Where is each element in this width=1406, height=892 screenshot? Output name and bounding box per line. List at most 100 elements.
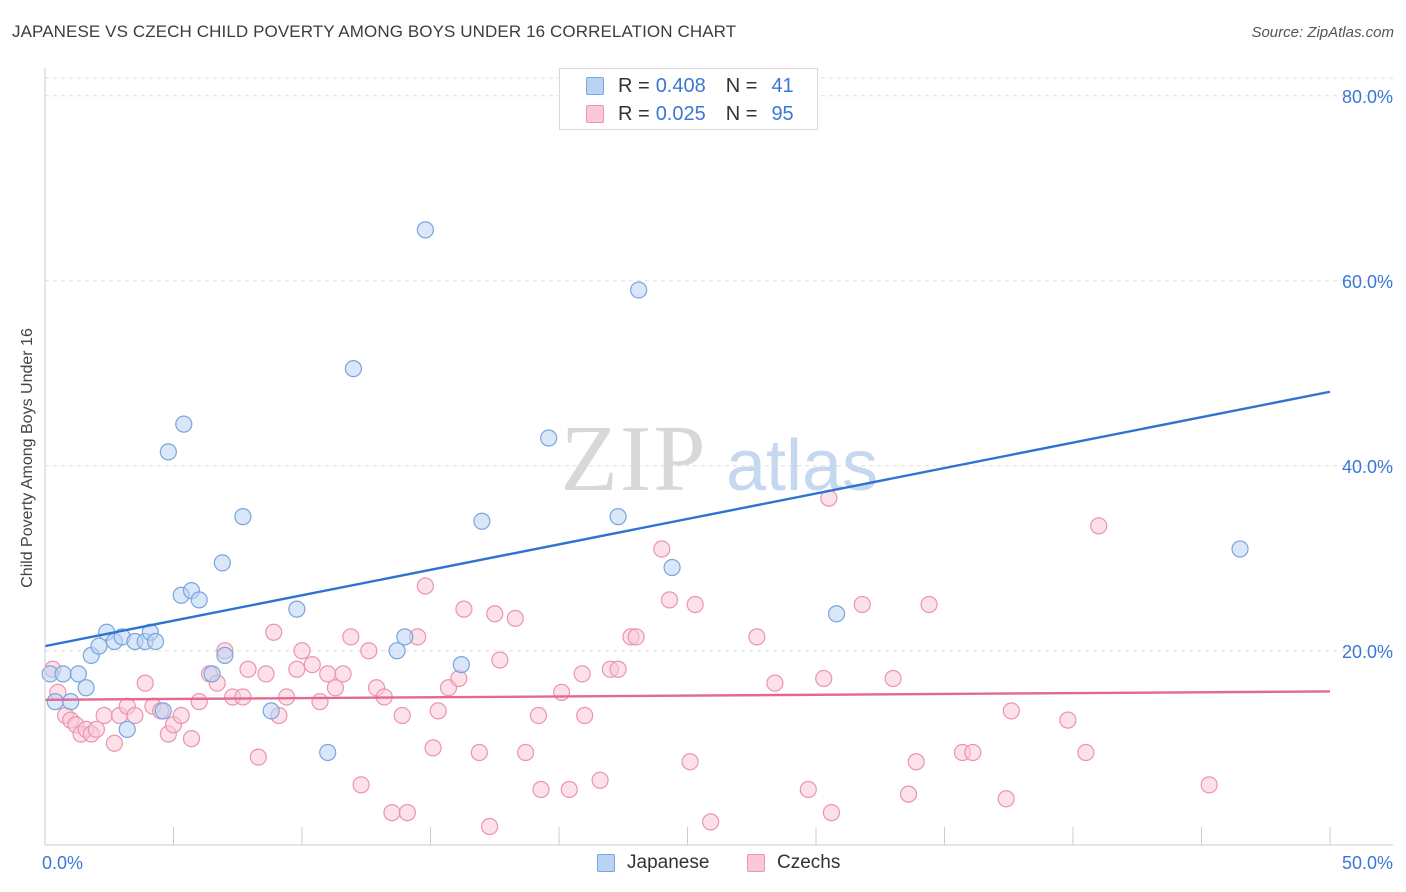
japanese-point [118,720,136,738]
x-tick-label: 50.0% [1342,853,1393,873]
japanese-point [609,508,627,526]
japanese-swatch [597,854,615,872]
legend-item-japanese[interactable]: Japanese [597,852,709,874]
source-label: Source: ZipAtlas.com [1251,24,1394,41]
czech-point [182,730,201,748]
czech-point [303,656,321,674]
czech-point [822,804,841,822]
czech-point [799,780,817,799]
czech-point [352,776,370,794]
czech-point [766,674,784,692]
czech-point [702,813,720,831]
czech-point [398,804,416,822]
japanese-point [154,702,172,720]
czech-point [424,739,442,757]
correlation-legend: R = 0.408 N = 41 R = 0.025 N = 95 [559,68,818,130]
legend-n-label: N = [725,74,758,97]
czech-point [1200,776,1218,794]
czech-point [105,734,123,752]
czech-point [576,706,594,725]
japanese-point [54,665,72,683]
czech-point [383,804,401,822]
japanese-point [288,600,306,618]
watermark: ZIP atlas [561,407,879,511]
japanese-point [46,693,64,711]
czech-point [326,679,345,697]
czech-point [265,623,283,641]
czech-point [627,628,645,646]
japanese-point [69,665,88,683]
czech-point [450,669,468,688]
czech-point [1059,711,1077,729]
japanese-point [396,628,414,646]
czech-point [552,683,571,701]
czech-point [506,609,524,627]
czech-point [249,748,267,766]
czech-point [997,790,1015,808]
legend-label-japanese: Japanese [627,852,710,873]
czech-point [529,706,548,725]
japanese-point [827,605,846,623]
czech-point [907,753,925,771]
japanese-point [1231,540,1249,558]
czech-point [416,577,434,595]
czech-point [470,743,488,762]
japanese-point [319,743,337,762]
japanese-point [190,591,208,609]
czech-point [95,706,113,725]
czech-point [560,780,578,799]
czech-point [853,595,871,614]
japanese-point [540,429,558,447]
czech-point [87,720,106,738]
y-tick-label: 40.0% [1342,457,1393,477]
y-axis-label: Child Poverty Among Boys Under 16 [19,328,36,588]
czech-point [311,693,329,711]
czech-point [360,642,378,660]
czech-point [293,642,311,660]
czech-point [1090,517,1108,535]
czech-point [342,628,360,646]
czech-point [609,660,627,678]
czech-point [815,669,833,688]
japanese-point [663,558,681,577]
japanese-point [175,415,193,433]
legend-r-label: R = [618,74,650,97]
czech-point [660,591,679,609]
czech-point [491,651,509,669]
czech-swatch [747,854,765,872]
czech-point [686,595,704,614]
tick-labels: 20.0% 40.0% 60.0% 80.0% 0.0% 50.0% [42,87,1393,873]
japanese-point [416,221,434,239]
y-tick-label: 80.0% [1342,87,1393,107]
czech-point [288,660,306,678]
japanese-point [216,646,234,664]
legend-n-label: N = [725,102,758,125]
legend-n-value: 41 [771,74,794,97]
czech-point [653,540,671,558]
y-tick-label: 60.0% [1342,272,1393,292]
czech-point [964,743,982,762]
japanese-point [159,443,177,461]
czech-point [591,771,609,789]
czech-point [234,688,252,706]
axes [44,68,1393,846]
czech-point [334,665,352,683]
czech-trend-line [44,690,1331,701]
czech-point [455,600,473,618]
japanese-point [77,679,95,697]
czech-point [429,702,447,720]
czech-point [172,706,190,725]
japanese-point [203,665,221,683]
legend-r-value: 0.025 [655,102,706,125]
legend-label-czechs: Czechs [777,852,841,873]
trend-lines [44,390,1331,701]
czech-point [393,706,411,725]
japanese-point [262,702,280,720]
legend-item-czechs[interactable]: Czechs [747,852,840,874]
japanese-point [213,554,231,572]
czech-point [920,595,938,614]
japanese-point [234,508,252,526]
legend-r-value: 0.408 [655,74,706,97]
czech-point [486,605,504,623]
